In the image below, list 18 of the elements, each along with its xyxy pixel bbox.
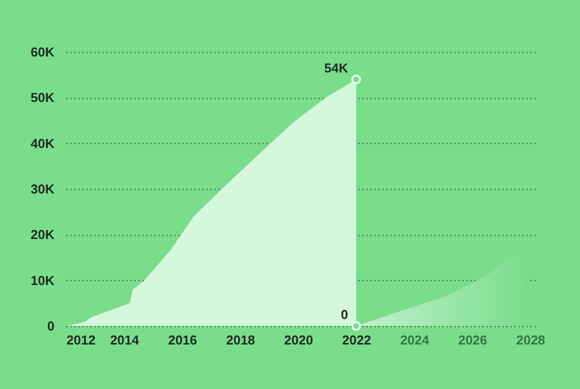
y-tick-label: 40K	[30, 136, 56, 151]
y-tick-label: 20K	[30, 227, 56, 242]
x-tick-label: 2028	[516, 332, 546, 348]
y-tick-label: 30K	[30, 182, 56, 196]
x-tick-label: 2024	[400, 332, 430, 348]
y-tick-label: 50K	[30, 90, 56, 106]
x-tick-label: 2012	[66, 332, 96, 348]
x-tick-label: 2022	[342, 332, 372, 348]
y-tick-label: 60K	[30, 44, 56, 60]
x-tick-label: 2014	[110, 332, 140, 348]
annotation: 0	[340, 307, 348, 322]
x-tick-label: 2026	[458, 332, 488, 348]
x-tick-label: 2016	[168, 332, 198, 348]
y-tick-label: 10K	[30, 272, 56, 288]
y-tick-label: 0	[47, 318, 54, 334]
x-tick-label: 2018	[226, 332, 256, 348]
x-tick-label: 2020	[284, 332, 314, 348]
annotation: 54K	[324, 60, 349, 76]
